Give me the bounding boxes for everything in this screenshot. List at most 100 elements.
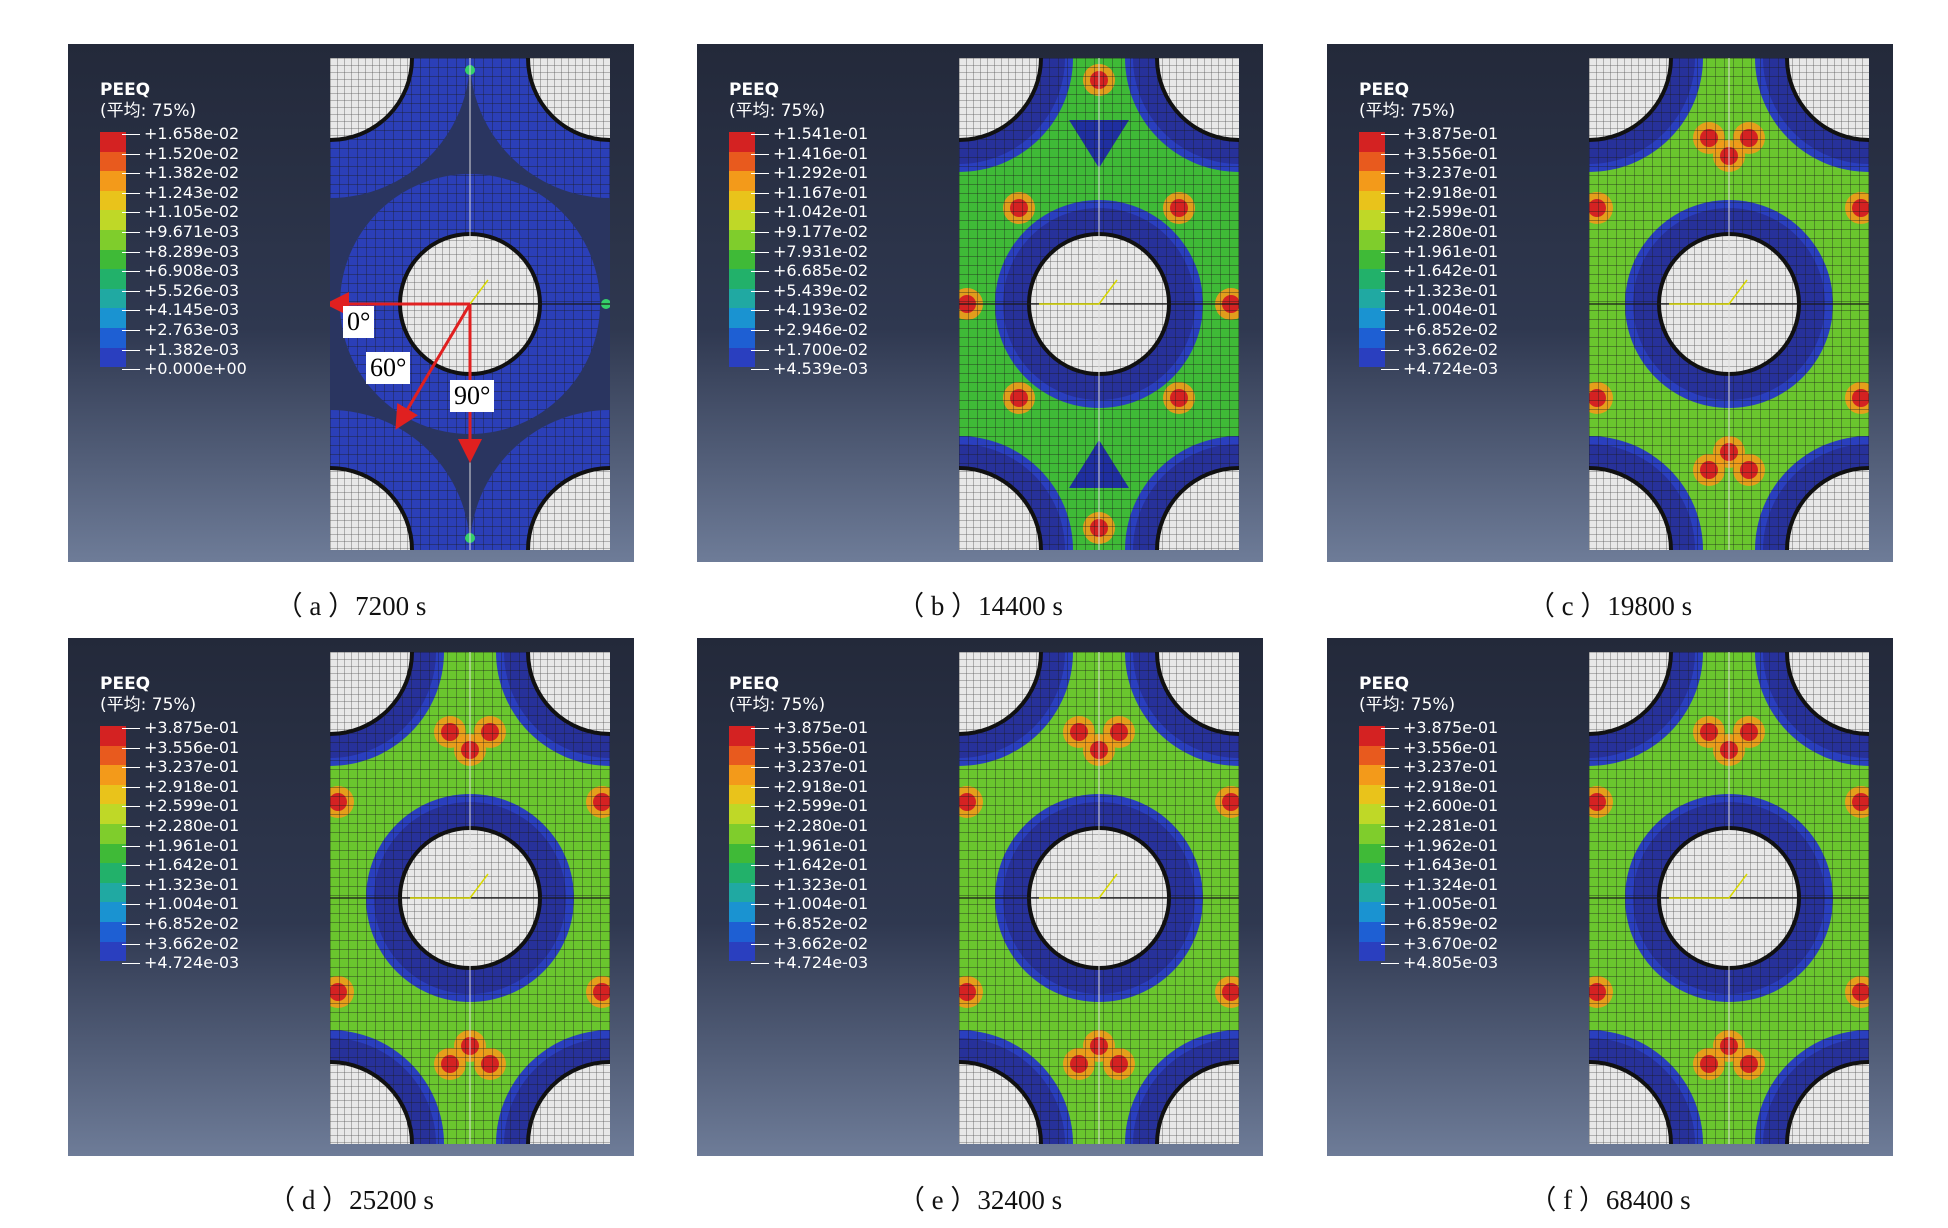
color-scale-band bbox=[100, 804, 126, 824]
particle-model bbox=[330, 652, 610, 1144]
color-scale-band bbox=[100, 921, 126, 942]
color-scale-band bbox=[100, 882, 126, 903]
legend-value: +1.292e-01 bbox=[773, 163, 869, 183]
color-scale-bar bbox=[1359, 726, 1385, 962]
legend-value: +3.556e-01 bbox=[773, 737, 869, 757]
legend-title: PEEQ bbox=[100, 674, 151, 694]
legend-value: +1.382e-02 bbox=[144, 163, 247, 183]
legend-title: PEEQ bbox=[729, 80, 780, 100]
color-scale-band bbox=[1359, 190, 1385, 211]
figure-panel: PEEQ (平均: 75%) +1.658e-02 +1.520e-02 +1.382e… bbox=[68, 44, 634, 634]
color-scale-bar bbox=[729, 726, 755, 962]
contour-plot: PEEQ (平均: 75%) +3.875e-01 +3.556e-01 +3.237e… bbox=[1327, 44, 1893, 562]
legend-value: +2.918e-01 bbox=[1403, 182, 1499, 202]
color-scale-band bbox=[729, 784, 755, 805]
color-scale-band bbox=[729, 171, 755, 191]
legend-value: +1.323e-01 bbox=[1403, 280, 1499, 300]
color-scale-band bbox=[1359, 288, 1385, 309]
color-scale-band bbox=[100, 843, 126, 864]
color-scale-band bbox=[729, 327, 755, 348]
particle-model bbox=[959, 652, 1239, 1144]
color-scale-band bbox=[1359, 902, 1385, 922]
legend-value: +2.946e-02 bbox=[773, 319, 869, 339]
legend-value: +6.852e-02 bbox=[144, 913, 240, 933]
color-scale-band bbox=[729, 288, 755, 309]
panel-caption: （ e ）32400 s bbox=[897, 1185, 1063, 1215]
legend-value: +3.662e-02 bbox=[773, 933, 869, 953]
color-scale-band bbox=[1359, 882, 1385, 903]
legend-value: +1.323e-01 bbox=[773, 874, 869, 894]
color-scale-band bbox=[1359, 726, 1385, 746]
color-scale-bar bbox=[1359, 132, 1385, 368]
color-scale-band bbox=[729, 249, 755, 270]
panel-caption: （ d ）25200 s bbox=[268, 1185, 434, 1215]
legend-value: +4.145e-03 bbox=[144, 300, 247, 320]
legend-value: +1.416e-01 bbox=[773, 143, 869, 163]
particle-model bbox=[330, 58, 610, 550]
legend-value: +6.852e-02 bbox=[773, 913, 869, 933]
panel-caption: （ c ）19800 s bbox=[1527, 591, 1693, 621]
legend-value: +1.642e-01 bbox=[144, 855, 240, 875]
color-scale-band bbox=[1359, 941, 1385, 962]
color-scale-band bbox=[1359, 745, 1385, 766]
legend-title: PEEQ bbox=[729, 674, 780, 694]
color-scale-band bbox=[729, 229, 755, 250]
color-scale-band bbox=[729, 151, 755, 172]
legend-value: +2.280e-01 bbox=[1403, 221, 1499, 241]
legend-value: +1.961e-01 bbox=[1403, 241, 1499, 261]
legend-value: +2.280e-01 bbox=[773, 815, 869, 835]
color-scale-band bbox=[729, 765, 755, 785]
particle-model bbox=[959, 58, 1239, 550]
legend-value: +1.005e-01 bbox=[1403, 894, 1499, 914]
angle-arrow bbox=[395, 303, 472, 430]
legend-value: +2.599e-01 bbox=[144, 796, 240, 816]
legend-title: PEEQ bbox=[100, 80, 151, 100]
color-scale-band bbox=[729, 863, 755, 883]
legend-value: +2.280e-01 bbox=[144, 815, 240, 835]
contour-plot: PEEQ (平均: 75%) +1.658e-02 +1.520e-02 +1.382e… bbox=[68, 44, 634, 562]
color-scale-band bbox=[1359, 269, 1385, 289]
contour-plot: PEEQ (平均: 75%) +3.875e-01 +3.556e-01 +3.237e… bbox=[697, 638, 1263, 1156]
color-scale-band bbox=[1359, 171, 1385, 191]
figure-panel: PEEQ (平均: 75%) +1.541e-01 +1.416e-01 +1.292e… bbox=[697, 44, 1263, 634]
legend-title: PEEQ bbox=[1359, 80, 1410, 100]
legend-value: +2.281e-01 bbox=[1403, 815, 1499, 835]
color-scale-band bbox=[1359, 249, 1385, 270]
contour-plot: PEEQ (平均: 75%) +3.875e-01 +3.556e-01 +3.237e… bbox=[68, 638, 634, 1156]
legend-value: +6.685e-02 bbox=[773, 261, 869, 281]
legend-value: +3.875e-01 bbox=[773, 718, 869, 737]
color-scale-band bbox=[1359, 229, 1385, 250]
legend-value: +3.662e-02 bbox=[1403, 339, 1499, 359]
legend-value: +1.961e-01 bbox=[773, 835, 869, 855]
color-scale-band bbox=[729, 269, 755, 289]
color-scale-band bbox=[100, 745, 126, 766]
legend-value: +2.599e-01 bbox=[773, 796, 869, 816]
color-scale-band bbox=[729, 804, 755, 824]
legend-value: +3.237e-01 bbox=[1403, 163, 1499, 183]
color-scale-band bbox=[100, 902, 126, 922]
legend-value: +1.700e-02 bbox=[773, 339, 869, 359]
legend-value: +9.671e-03 bbox=[144, 222, 247, 242]
color-scale-band bbox=[1359, 308, 1385, 328]
color-scale-band bbox=[729, 902, 755, 922]
color-scale-band bbox=[1359, 843, 1385, 864]
color-scale-band bbox=[100, 171, 126, 191]
color-scale-band bbox=[100, 941, 126, 962]
legend-value: +9.177e-02 bbox=[773, 221, 869, 241]
legend-value: +4.539e-03 bbox=[773, 359, 869, 379]
legend-value: +1.167e-01 bbox=[773, 182, 869, 202]
color-scale-band bbox=[729, 726, 755, 746]
legend-value: +5.439e-02 bbox=[773, 280, 869, 300]
legend-value: +1.042e-01 bbox=[773, 202, 869, 222]
color-scale-band bbox=[729, 921, 755, 942]
legend-value: +1.961e-01 bbox=[144, 835, 240, 855]
color-scale-band bbox=[100, 327, 126, 348]
color-scale-band bbox=[100, 288, 126, 309]
color-scale-band bbox=[100, 210, 126, 230]
color-scale-bar bbox=[100, 726, 126, 962]
legend-value: +3.556e-01 bbox=[1403, 143, 1499, 163]
legend-value: +1.004e-01 bbox=[773, 894, 869, 914]
legend-value: +1.962e-01 bbox=[1403, 835, 1499, 855]
color-scale-band bbox=[100, 269, 126, 289]
legend-value: +1.105e-02 bbox=[144, 202, 247, 222]
